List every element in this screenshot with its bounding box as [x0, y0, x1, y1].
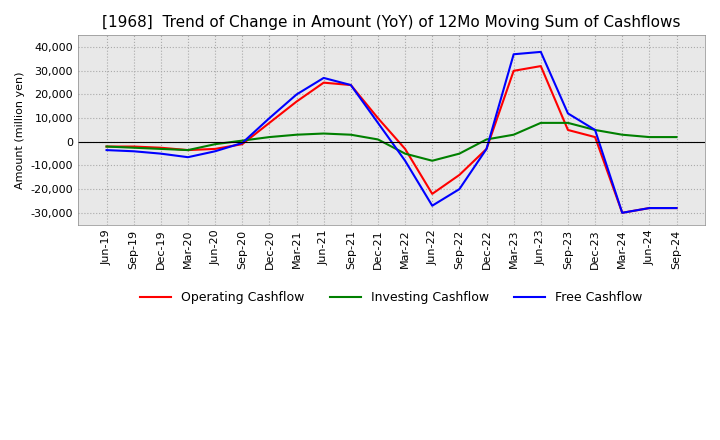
Investing Cashflow: [509, 132, 518, 137]
Free Cashflow: [482, 146, 491, 151]
Operating Cashflow: [184, 147, 192, 153]
Operating Cashflow: [455, 172, 464, 178]
Investing Cashflow: [645, 135, 654, 140]
Free Cashflow: [374, 120, 382, 125]
Free Cashflow: [536, 49, 545, 55]
Free Cashflow: [320, 75, 328, 81]
Operating Cashflow: [590, 135, 599, 140]
Free Cashflow: [401, 158, 410, 163]
Free Cashflow: [509, 51, 518, 57]
Operating Cashflow: [292, 99, 301, 104]
Operating Cashflow: [401, 146, 410, 151]
Free Cashflow: [590, 127, 599, 132]
Free Cashflow: [428, 203, 436, 208]
Investing Cashflow: [238, 138, 246, 143]
Operating Cashflow: [265, 120, 274, 125]
Operating Cashflow: [211, 146, 220, 151]
Operating Cashflow: [482, 146, 491, 151]
Investing Cashflow: [401, 151, 410, 156]
Free Cashflow: [184, 154, 192, 160]
Legend: Operating Cashflow, Investing Cashflow, Free Cashflow: Operating Cashflow, Investing Cashflow, …: [135, 286, 648, 309]
Line: Operating Cashflow: Operating Cashflow: [107, 66, 677, 213]
Free Cashflow: [265, 116, 274, 121]
Free Cashflow: [156, 151, 165, 156]
Investing Cashflow: [455, 151, 464, 156]
Free Cashflow: [672, 205, 681, 211]
Free Cashflow: [102, 147, 111, 153]
Free Cashflow: [564, 111, 572, 116]
Investing Cashflow: [672, 135, 681, 140]
Operating Cashflow: [645, 205, 654, 211]
Line: Investing Cashflow: Investing Cashflow: [107, 123, 677, 161]
Investing Cashflow: [346, 132, 355, 137]
Free Cashflow: [211, 149, 220, 154]
Investing Cashflow: [428, 158, 436, 163]
Free Cashflow: [455, 187, 464, 192]
Investing Cashflow: [320, 131, 328, 136]
Y-axis label: Amount (million yen): Amount (million yen): [15, 71, 25, 189]
Operating Cashflow: [374, 116, 382, 121]
Operating Cashflow: [130, 144, 138, 149]
Investing Cashflow: [536, 120, 545, 125]
Operating Cashflow: [102, 144, 111, 149]
Operating Cashflow: [536, 63, 545, 69]
Investing Cashflow: [564, 120, 572, 125]
Investing Cashflow: [184, 147, 192, 153]
Free Cashflow: [346, 82, 355, 88]
Operating Cashflow: [509, 68, 518, 73]
Investing Cashflow: [265, 135, 274, 140]
Operating Cashflow: [564, 127, 572, 132]
Title: [1968]  Trend of Change in Amount (YoY) of 12Mo Moving Sum of Cashflows: [1968] Trend of Change in Amount (YoY) o…: [102, 15, 681, 30]
Operating Cashflow: [618, 210, 626, 216]
Operating Cashflow: [320, 80, 328, 85]
Investing Cashflow: [292, 132, 301, 137]
Operating Cashflow: [672, 205, 681, 211]
Investing Cashflow: [482, 137, 491, 142]
Operating Cashflow: [428, 191, 436, 197]
Free Cashflow: [130, 149, 138, 154]
Operating Cashflow: [346, 82, 355, 88]
Line: Free Cashflow: Free Cashflow: [107, 52, 677, 213]
Free Cashflow: [292, 92, 301, 97]
Investing Cashflow: [618, 132, 626, 137]
Free Cashflow: [238, 140, 246, 146]
Investing Cashflow: [156, 146, 165, 151]
Operating Cashflow: [238, 142, 246, 147]
Free Cashflow: [645, 205, 654, 211]
Investing Cashflow: [211, 142, 220, 147]
Investing Cashflow: [590, 127, 599, 132]
Investing Cashflow: [102, 144, 111, 149]
Investing Cashflow: [374, 137, 382, 142]
Free Cashflow: [618, 210, 626, 216]
Investing Cashflow: [130, 145, 138, 150]
Operating Cashflow: [156, 145, 165, 150]
